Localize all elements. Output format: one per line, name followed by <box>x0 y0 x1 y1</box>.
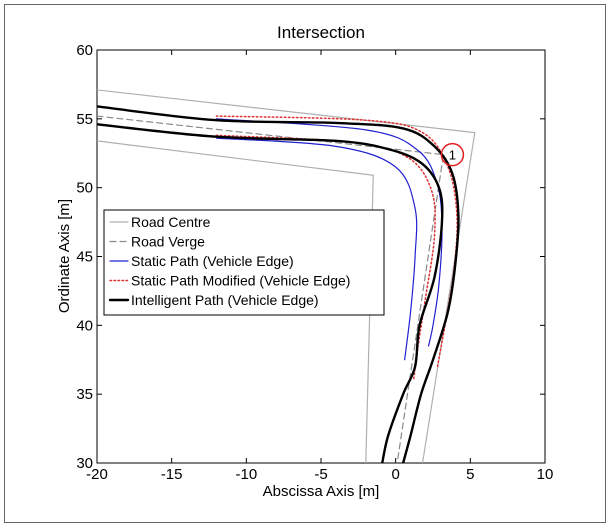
y-tick-label: 55 <box>76 111 93 128</box>
series-line <box>97 140 374 463</box>
series-1 <box>97 115 445 463</box>
annotation-label: 1 <box>449 148 456 163</box>
annotation-circle <box>440 142 465 167</box>
series-line <box>97 105 460 463</box>
chart-title: Intersection <box>277 23 365 42</box>
legend-entry: Static Path (Vehicle Edge) <box>131 253 294 269</box>
y-tick-label: 35 <box>76 386 93 403</box>
legend: Road Centre Road Verge Static Path (Vehicl… <box>103 209 385 316</box>
legend-entry: Static Path Modified (Vehicle Edge) <box>131 273 350 289</box>
y-tick-label: 30 <box>76 455 93 472</box>
y-axis-label: Ordinate Axis [m] <box>56 199 73 313</box>
x-tick-label: -10 <box>235 466 257 483</box>
legend-entry: Road Centre <box>131 214 211 230</box>
x-tick-label: 5 <box>466 466 474 483</box>
x-tick-label: -15 <box>161 466 183 483</box>
series-layer <box>97 89 476 463</box>
y-tick-label: 45 <box>76 249 93 266</box>
y-tick-label: 40 <box>76 317 93 334</box>
legend-box <box>103 209 385 316</box>
series-line <box>97 123 444 463</box>
x-tick-label: 0 <box>391 466 399 483</box>
series-line <box>97 115 445 463</box>
series-4 <box>97 105 460 463</box>
x-tick-label: -20 <box>86 466 108 483</box>
y-tick-label: 60 <box>76 42 93 59</box>
legend-entry: Intelligent Path (Vehicle Edge) <box>131 292 319 308</box>
y-tick-label: 50 <box>76 180 93 197</box>
y-ticks: 30 35 40 45 50 55 60 <box>76 42 545 472</box>
x-axis-label: Abscissa Axis [m] <box>263 483 380 500</box>
series-line <box>215 137 418 361</box>
legend-entry: Road Verge <box>131 234 205 250</box>
annotation-marker: 1 <box>440 142 465 167</box>
x-tick-label: 10 <box>537 466 554 483</box>
x-ticks: -20 -15 -10 -5 0 5 10 <box>86 50 553 483</box>
x-tick-label: -5 <box>314 466 327 483</box>
figure-border <box>4 4 606 523</box>
